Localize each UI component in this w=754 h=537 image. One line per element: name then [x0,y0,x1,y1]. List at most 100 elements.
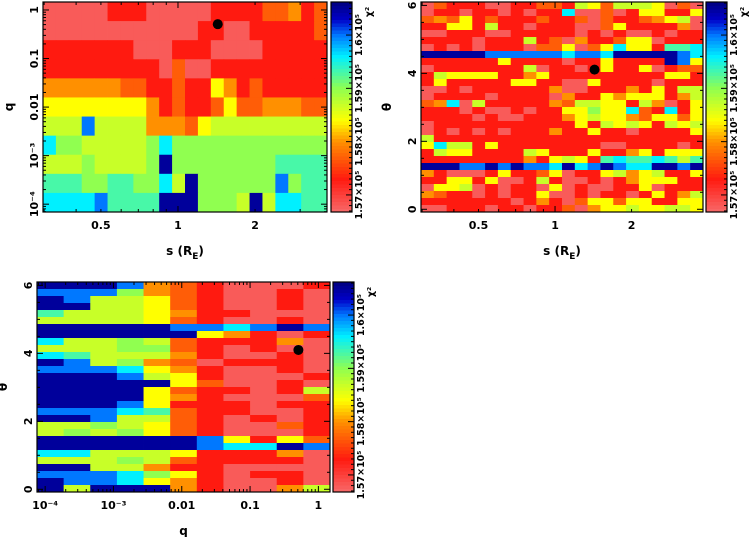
heatmap-cell [651,135,665,143]
heatmap-cell [433,58,448,66]
heatmap-cell [472,51,486,59]
colorbar-segment [333,404,354,409]
heatmap-cell [600,23,614,31]
heatmap-cell [600,86,614,94]
heatmap-cell [303,303,331,311]
x-axis-title: q [179,524,188,537]
heatmap-cell [301,2,315,22]
heatmap-cell [574,142,589,150]
heatmap-cell [664,93,678,101]
heatmap-cell [185,116,199,137]
heatmap-cell [116,478,144,486]
heatmap-cell [549,2,563,10]
colorbar-segment [706,166,727,171]
heatmap-cell [485,121,499,129]
colorbar-segment [331,33,352,38]
colorbar-segment [706,163,727,167]
heatmap-cell [677,170,691,178]
y-tick-label: 2 [406,137,419,145]
heatmap-cell [472,16,486,24]
heatmap-cell [37,450,65,458]
heatmap-cell [677,114,691,122]
colorbar-frame [332,281,355,493]
colorbar-segment [333,457,354,461]
heatmap-cell [587,128,601,136]
colorbar-segment [331,23,352,27]
heatmap-cell [68,21,83,41]
heatmap-cell [68,173,83,194]
colorbar-segment [333,320,354,325]
heatmap-cell [523,128,537,136]
heatmap-cell [613,198,627,206]
heatmap-cell [536,58,550,66]
heatmap-cell [210,192,225,213]
heatmap-cell [613,177,627,185]
x-tick-label: 1 [315,499,323,512]
heatmap-cell [81,2,96,22]
heatmap-cell [133,173,147,194]
heatmap-cell [510,65,524,73]
heatmap-cell [196,478,224,486]
heatmap-cell [210,40,225,60]
heatmap-cell [223,464,251,472]
heatmap-cell [638,135,653,143]
colorbar-segment [706,9,727,13]
colorbar-segment [331,194,352,199]
colorbar-title: χ² [366,287,377,297]
heatmap-cell [459,128,473,136]
heatmap-cell [677,142,691,150]
heatmap-cell [562,191,576,199]
heatmap-cell [510,128,524,136]
x-tick-label: 1 [174,219,182,232]
heatmap-cell [421,72,435,80]
heatmap-cell [574,44,589,52]
heatmap-cell [63,387,91,395]
heatmap-cell [651,16,665,24]
heatmap-cell [170,366,198,374]
heatmap-cell [90,464,118,472]
heatmap-cell [433,135,448,143]
heatmap-cell [236,40,250,60]
heatmap-cell [497,142,512,150]
heatmap-cell [664,191,678,199]
colorbar-segment [333,352,354,356]
heatmap-cell [664,72,678,80]
heatmap-cell [677,93,691,101]
heatmap-cell [472,107,486,115]
heatmap-cell [638,65,653,73]
x-axis-title: s (RE) [166,244,204,262]
heatmap-cell [421,9,435,17]
heatmap-cell [523,107,537,115]
heatmap-cell [510,37,524,45]
heatmap-cell [185,173,199,194]
heatmap-cell [664,51,678,59]
heatmap-cell [638,184,653,192]
heatmap-cell [536,30,550,38]
heatmap-cell [143,373,171,381]
heatmap-cell [37,303,65,311]
heatmap-cell [196,373,224,381]
heatmap-cell [587,79,601,87]
heatmap-cell [143,471,171,479]
heatmap-cell [250,478,278,486]
heatmap-cell [446,30,460,38]
heatmap-cell [651,65,665,73]
heatmap-cell [626,37,640,45]
heatmap-cell [664,156,678,164]
heatmap-cell [626,100,640,108]
heatmap-cell [90,485,118,493]
heatmap-cell [196,296,224,304]
y-tick-label: 0 [406,205,419,213]
heatmap-cell [677,86,691,94]
heatmap-cell [90,429,118,437]
heatmap-cell [116,450,144,458]
heatmap-cell [638,16,653,24]
colorbar-segment [706,173,727,178]
heatmap-cell [536,205,550,213]
heatmap-cell [37,296,65,304]
heatmap-cell [275,78,289,98]
heatmap-cell [523,2,537,10]
heatmap-cell [421,135,435,143]
heatmap-cell [446,128,460,136]
heatmap-cell [146,173,160,194]
